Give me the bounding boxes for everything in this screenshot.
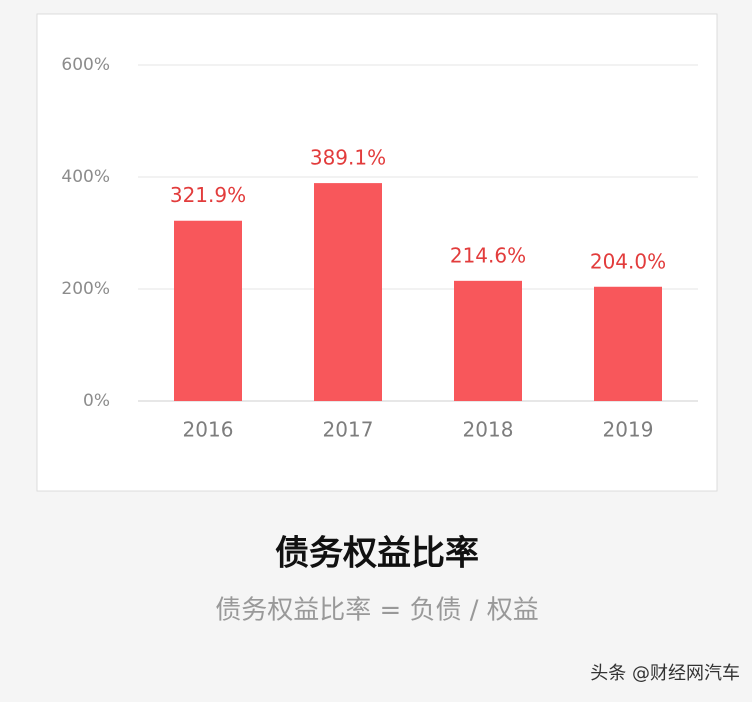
value-label: 321.9% bbox=[170, 183, 246, 207]
bar bbox=[594, 286, 662, 401]
y-tick-label: 400% bbox=[61, 167, 110, 187]
y-tick-label: 200% bbox=[61, 279, 110, 299]
y-tick-label: 0% bbox=[83, 391, 110, 411]
bar bbox=[314, 183, 382, 401]
bar bbox=[174, 220, 242, 401]
value-label: 214.6% bbox=[450, 243, 526, 267]
chart-title: 债务权益比率 bbox=[275, 534, 479, 574]
x-tick-label: 2018 bbox=[463, 418, 514, 442]
chart-subtitle: 债务权益比率 = 负债 / 权益 bbox=[215, 596, 539, 626]
x-tick-label: 2016 bbox=[183, 418, 234, 442]
watermark: 头条 @财经网汽车 bbox=[590, 663, 740, 684]
x-tick-label: 2019 bbox=[603, 418, 654, 442]
value-label: 204.0% bbox=[590, 249, 666, 273]
x-tick-label: 2017 bbox=[323, 418, 374, 442]
value-label: 389.1% bbox=[310, 146, 386, 170]
y-tick-label: 600% bbox=[61, 55, 110, 75]
bar bbox=[454, 280, 522, 401]
